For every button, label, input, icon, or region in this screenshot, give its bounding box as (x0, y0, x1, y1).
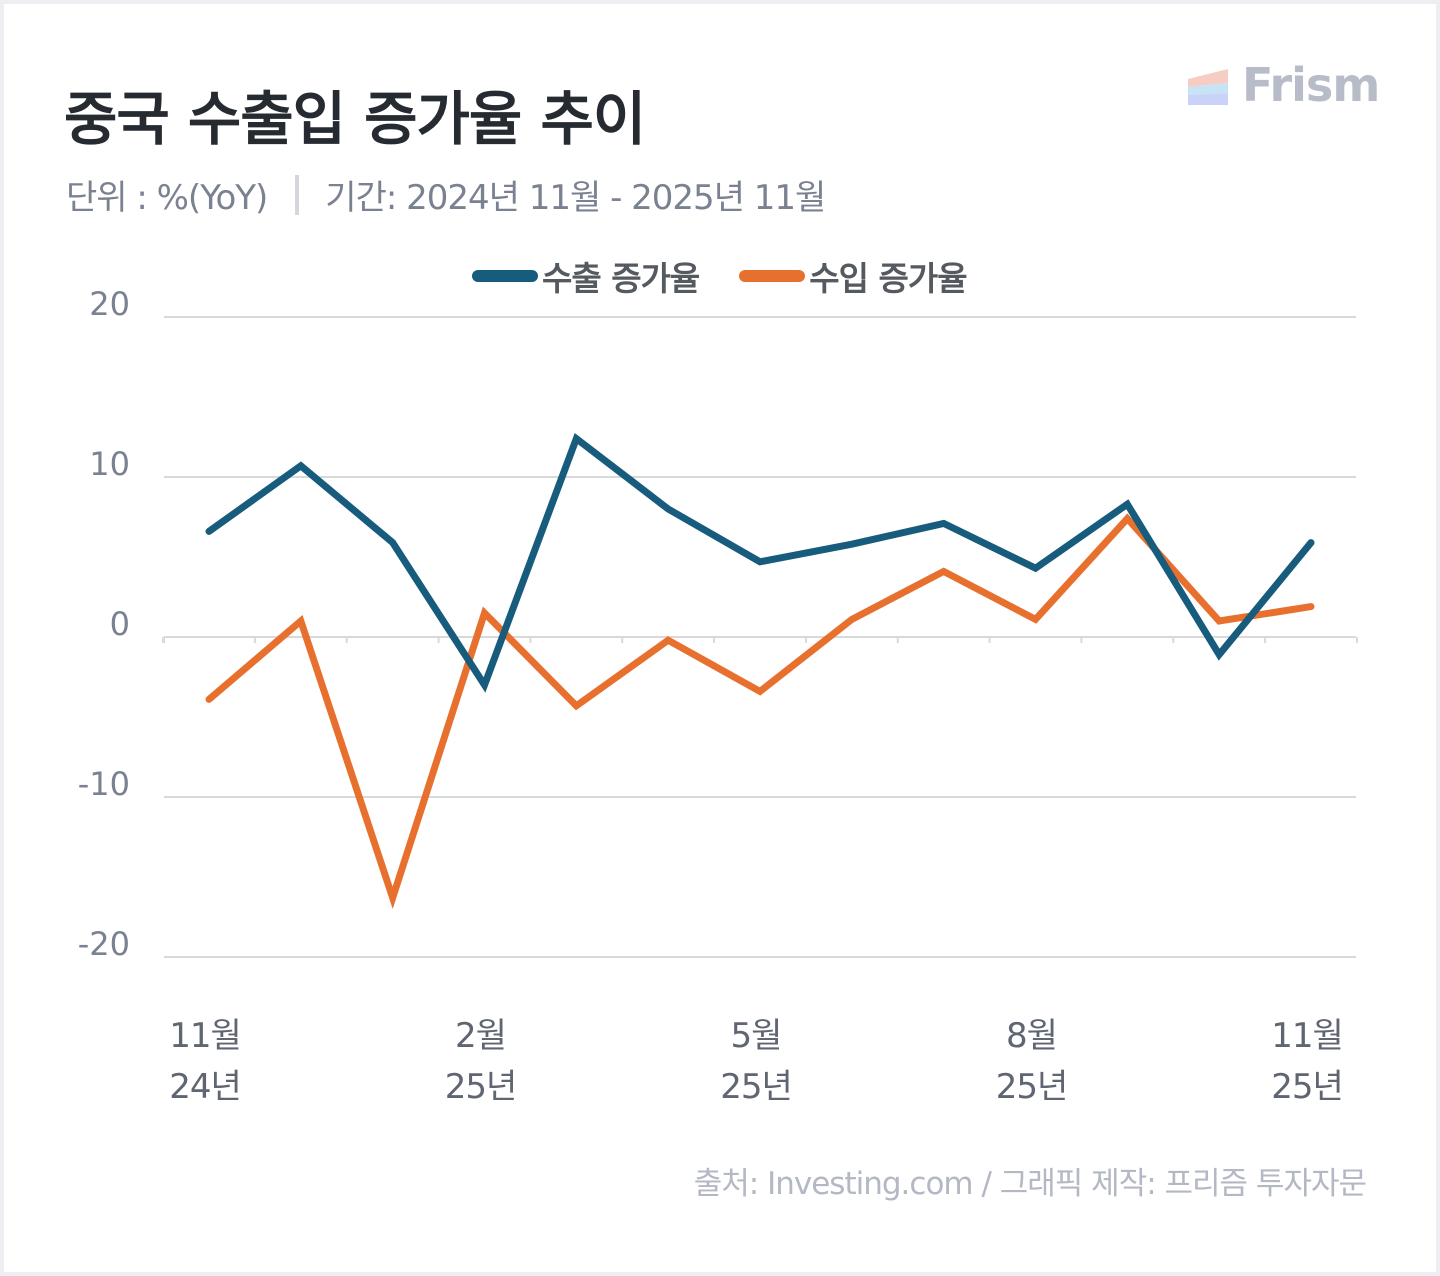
x-tick-month: 8월 (1006, 1016, 1057, 1056)
y-tick-label: 0 (110, 605, 130, 643)
logo-text: Frism (1242, 58, 1380, 112)
x-tick-year: 25년 (720, 1067, 792, 1107)
divider (295, 174, 300, 215)
x-tick-month: 2월 (455, 1016, 506, 1056)
legend-label-import: 수입 증가율 (809, 259, 967, 298)
period-label: 기간: 2024년 11월 - 2025년 11월 (325, 178, 826, 218)
y-tick-label: -20 (78, 925, 130, 963)
x-tick-year: 24년 (169, 1067, 241, 1107)
frism-logo-icon (1188, 69, 1228, 105)
series-line-import (205, 513, 1315, 910)
unit-label: 단위 : %(YoY) (66, 178, 268, 218)
x-tick-year: 25년 (996, 1067, 1068, 1107)
subtitle: 단위 : %(YoY) 기간: 2024년 11월 - 2025년 11월 (66, 170, 826, 219)
legend-label-export: 수출 증가율 (542, 259, 700, 298)
x-tick-month: 11월 (169, 1016, 241, 1056)
legend-swatch-export (472, 270, 538, 282)
y-tick-label: 20 (89, 285, 130, 323)
x-tick-month: 11월 (1271, 1016, 1343, 1056)
legend: 수출 증가율 수입 증가율 (472, 252, 1007, 300)
source-note: 출처: Investing.com / 그래픽 제작: 프리즘 투자자문 (693, 1166, 1367, 1202)
legend-swatch-import (739, 270, 806, 282)
gridlines (162, 316, 1358, 958)
legend-item-import: 수입 증가율 (739, 252, 968, 300)
series-lines (205, 432, 1315, 910)
y-axis-ticks: 20 10 0 -10 -20 (78, 285, 130, 963)
x-tick-year: 25년 (1271, 1067, 1343, 1107)
y-tick-label: -10 (78, 765, 130, 803)
frism-logo: Frism (1188, 58, 1380, 112)
page-title: 중국 수출입 증가율 추이 (64, 85, 646, 153)
x-tick-month: 5월 (731, 1016, 782, 1056)
x-axis-ticks: 11월 24년 2월 25년 5월 25년 8월 25년 11월 25년 (169, 1016, 1344, 1107)
y-tick-label: 10 (89, 445, 130, 483)
x-tick-year: 25년 (445, 1067, 517, 1107)
legend-item-export: 수출 증가율 (472, 252, 700, 300)
